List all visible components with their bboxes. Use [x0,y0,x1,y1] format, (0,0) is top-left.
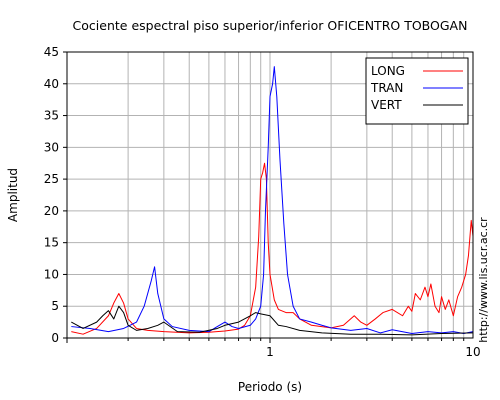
y-tick-label: 45 [44,45,59,59]
y-tick-label: 35 [44,109,59,123]
y-tick-label: 25 [44,172,59,186]
series-line-vert [71,305,474,336]
x-tick-label: 10 [465,345,480,359]
y-axis-label: Amplitud [6,168,20,222]
y-axis: 0 5 10 15 20 25 30 35 40 45 [44,45,67,345]
y-tick-label: 5 [51,299,59,313]
series-line-tran [71,66,474,335]
series-line-long [71,162,474,335]
legend-box [365,57,469,125]
y-tick-label: 0 [51,331,59,345]
y-tick-label: 20 [44,204,59,218]
watermark: http://www.lis.ucr.ac.cr [477,217,490,343]
x-axis-label: Periodo (s) [238,380,302,394]
series-lines [71,66,474,336]
y-tick-label: 15 [44,236,59,250]
legend-label: LONG [371,64,405,78]
y-tick-label: 10 [44,267,59,281]
y-tick-label: 30 [44,140,59,154]
y-tick-label: 40 [44,77,59,91]
legend-label: VERT [371,98,402,112]
grid [67,52,473,338]
legend-label: TRAN [370,81,403,95]
x-axis: 1 10 [66,338,481,359]
chart-title: Cociente espectral piso superior/inferio… [73,18,468,33]
legend: LONG TRAN VERT [365,57,469,125]
x-tick-label: 1 [266,345,274,359]
